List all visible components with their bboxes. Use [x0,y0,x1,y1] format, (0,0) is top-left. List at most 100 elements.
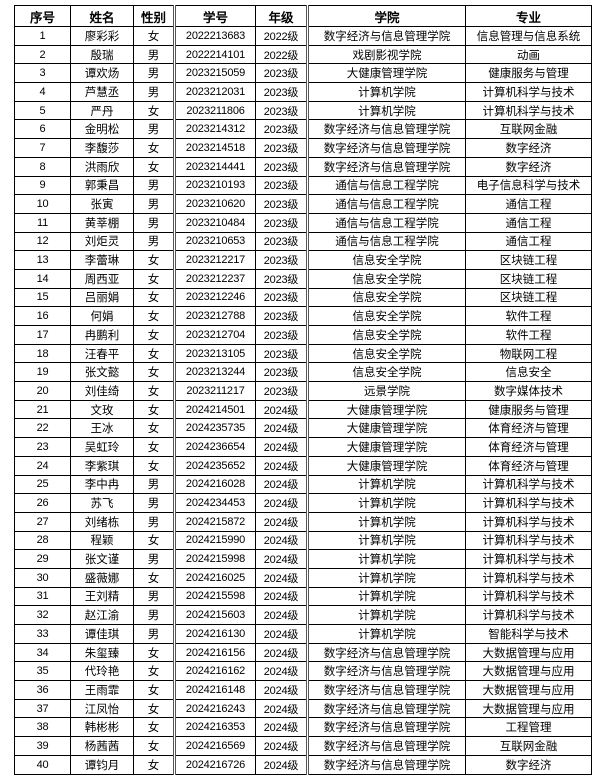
cell-name: 谭钧月 [70,754,134,775]
cell-major: 数字经济 [465,138,592,158]
cell-grade: 2023级 [255,343,308,364]
cell-index: 40 [14,754,71,775]
cell-index: 30 [14,567,71,588]
cell-college: 计算机学院 [306,549,466,569]
cell-major: 动画 [465,44,592,65]
cell-index: 22 [14,418,71,439]
cell-major: 计算机科学与技术 [465,549,592,569]
cell-index: 20 [14,381,71,401]
cell-gender: 女 [133,661,175,682]
table-row: 28 程颖女 2024215990 2024级 计算机学院 计算机科学与技术 [14,530,592,551]
cell-index: 11 [14,212,71,233]
cell-major: 体育经济与管理 [465,437,592,457]
cell-college: 信息安全学院 [306,268,466,289]
cell-gender: 女 [133,567,175,588]
cell-student-id: 2024216028 [173,474,256,495]
table-row: 29 张文谨男 2024215998 2024级 计算机学院 计算机科学与技术 [14,549,592,569]
header-name: 姓名 [70,5,134,27]
cell-grade: 2023级 [255,268,308,289]
cell-gender: 女 [133,268,175,289]
cell-index: 6 [14,119,71,140]
cell-college: 计算机学院 [306,493,466,513]
cell-gender: 男 [133,624,175,644]
header-index: 序号 [14,5,71,27]
cell-college: 通信与信息工程学院 [306,175,466,196]
cell-grade: 2022级 [255,44,308,65]
cell-college: 数字经济与信息管理学院 [306,26,466,46]
cell-index: 38 [14,717,71,738]
table-row: 13 李蕾琳女 2023212217 2023级 信息安全学院 区块链工程 [14,250,592,270]
cell-name: 洪雨欣 [70,156,134,177]
cell-gender: 女 [133,343,175,364]
cell-gender: 男 [133,212,175,233]
cell-index: 7 [14,138,71,158]
cell-student-id: 2023212246 [173,287,256,308]
cell-student-id: 2023210193 [173,175,256,196]
cell-student-id: 2023215059 [173,63,256,84]
table-row: 3 谭欢炀男 2023215059 2023级 大健康管理学院 健康服务与管理 [14,63,592,84]
cell-student-id: 2024215603 [173,605,256,625]
cell-major: 数字经济 [465,156,592,177]
cell-college: 通信与信息工程学院 [306,194,466,214]
cell-college: 信息安全学院 [306,250,466,270]
cell-grade: 2023级 [255,82,308,102]
table-row: 26 苏飞男 2024234453 2024级 计算机学院 计算机科学与技术 [14,493,592,513]
cell-college: 通信与信息工程学院 [306,231,466,252]
cell-college: 远景学院 [306,381,466,401]
cell-major: 数字媒体技术 [465,381,592,401]
cell-gender: 女 [133,100,175,121]
cell-grade: 2023级 [255,325,308,345]
cell-student-id: 2024216162 [173,661,256,682]
cell-college: 计算机学院 [306,474,466,495]
cell-student-id: 2024216353 [173,717,256,738]
cell-college: 数字经济与信息管理学院 [306,680,466,700]
cell-name: 王冰 [70,418,134,439]
cell-gender: 女 [133,381,175,401]
cell-grade: 2023级 [255,138,308,158]
table-row: 39 杨茜茜女 2024216569 2024级 数字经济与信息管理学院 互联网金融 [14,736,592,756]
cell-college: 数字经济与信息管理学院 [306,754,466,775]
table-row: 6 金明松男 2023214312 2023级 数字经济与信息管理学院 互联网金融 [14,119,592,140]
cell-college: 计算机学院 [306,100,466,121]
cell-college: 数字经济与信息管理学院 [306,156,466,177]
cell-name: 汪春平 [70,343,134,364]
cell-major: 大数据管理与应用 [465,680,592,700]
table-row: 17 冉鹏利女 2023212704 2023级 信息安全学院 软件工程 [14,325,592,345]
cell-college: 信息安全学院 [306,306,466,326]
cell-name: 何娟 [70,306,134,326]
cell-student-id: 2024216569 [173,736,256,756]
cell-name: 吴虹玲 [70,437,134,457]
cell-major: 信息安全 [465,362,592,383]
cell-gender: 男 [133,493,175,513]
cell-major: 计算机科学与技术 [465,586,592,607]
cell-grade: 2023级 [255,175,308,196]
cell-index: 17 [14,325,71,345]
cell-student-id: 2024216243 [173,698,256,719]
cell-student-id: 2024215598 [173,586,256,607]
cell-gender: 男 [133,119,175,140]
cell-gender: 女 [133,754,175,775]
cell-index: 21 [14,399,71,420]
cell-gender: 女 [133,156,175,177]
cell-major: 通信工程 [465,231,592,252]
table-row: 8 洪雨欣女 2023214441 2023级 数字经济与信息管理学院 数字经济 [14,156,592,177]
cell-gender: 女 [133,287,175,308]
cell-name: 张寅 [70,194,134,214]
cell-grade: 2024级 [255,698,308,719]
cell-gender: 女 [133,399,175,420]
cell-major: 计算机科学与技术 [465,82,592,102]
cell-college: 信息安全学院 [306,343,466,364]
cell-gender: 男 [133,231,175,252]
cell-grade: 2024级 [255,605,308,625]
cell-grade: 2023级 [255,212,308,233]
header-gender: 性别 [133,5,175,27]
cell-grade: 2024级 [255,511,308,532]
cell-student-id: 2023210653 [173,231,256,252]
cell-grade: 2024级 [255,661,308,682]
cell-college: 数字经济与信息管理学院 [306,138,466,158]
cell-major: 软件工程 [465,306,592,326]
cell-gender: 女 [133,362,175,383]
cell-name: 张文谨 [70,549,134,569]
cell-name: 赵江渝 [70,605,134,625]
cell-index: 18 [14,343,71,364]
